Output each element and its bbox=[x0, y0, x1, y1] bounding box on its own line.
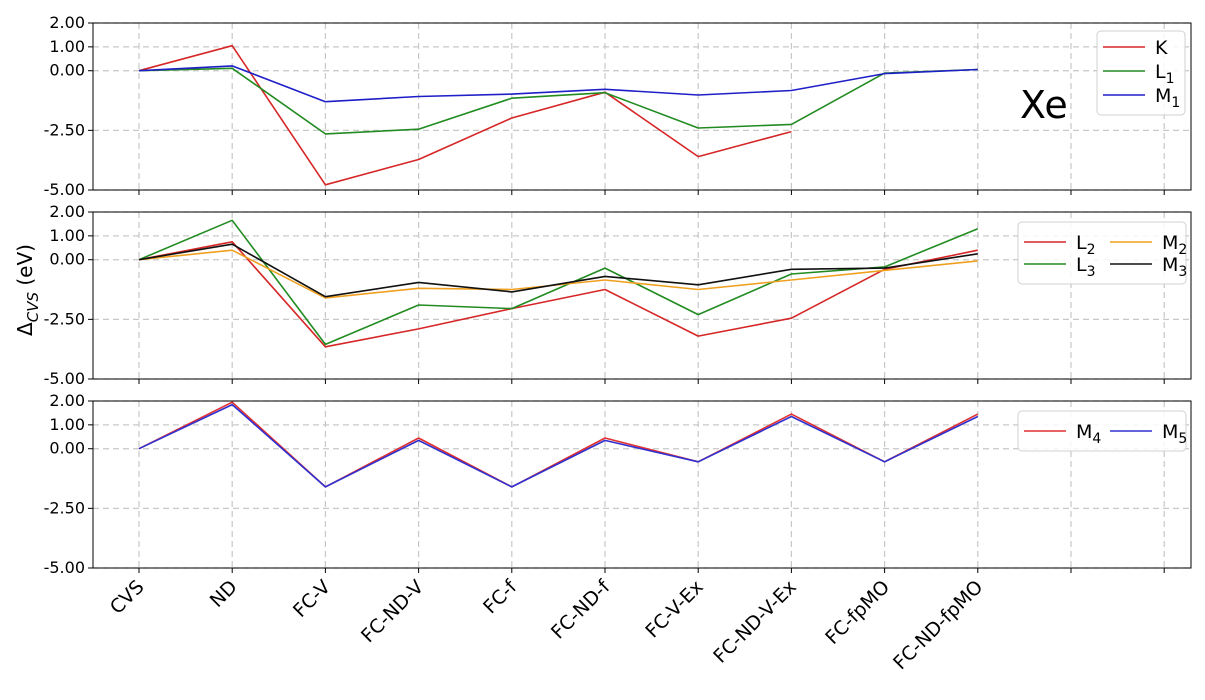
legend-box bbox=[1017, 410, 1187, 452]
series-line-M1 bbox=[138, 65, 978, 103]
x-tick-label: CVS bbox=[106, 576, 149, 619]
legend-label-M4: M4 bbox=[1076, 421, 1101, 447]
y-tick-label: 0.00 bbox=[49, 250, 85, 269]
plot-frame bbox=[92, 400, 1192, 569]
legend-label-M2: M2 bbox=[1162, 232, 1187, 258]
y-tick-label: -5.00 bbox=[44, 558, 85, 577]
y-tick-label: 1.00 bbox=[49, 226, 85, 245]
x-tick-label: FC-f bbox=[479, 575, 522, 618]
y-tick-label: 0.00 bbox=[49, 61, 85, 80]
legend-box bbox=[1096, 30, 1186, 116]
series-line-L2 bbox=[138, 241, 978, 348]
legend-label-L2: L2 bbox=[1076, 232, 1096, 258]
y-tick-label: 1.00 bbox=[49, 37, 85, 56]
series-line-M2 bbox=[138, 249, 978, 299]
y-tick-label: -2.50 bbox=[44, 498, 85, 517]
legend-label-M5: M5 bbox=[1162, 421, 1187, 447]
plot-frame bbox=[92, 22, 1192, 191]
legend-label-M3: M3 bbox=[1162, 254, 1187, 280]
series-line-K bbox=[138, 44, 792, 186]
y-tick-label: 2.00 bbox=[49, 13, 85, 32]
series-line-M4 bbox=[138, 401, 979, 488]
x-tick-label: FC-ND-f bbox=[547, 575, 615, 643]
x-tick-label: FC-V-Ex bbox=[641, 576, 707, 642]
y-tick-label: -5.00 bbox=[44, 180, 85, 199]
series-line-L3 bbox=[138, 219, 979, 346]
y-tick-label: 2.00 bbox=[49, 202, 85, 221]
panel-3: 2.00 1.00 0.00 -2.50 -5.00 M4 M5 bbox=[44, 391, 1192, 577]
y-tick-label: -2.50 bbox=[44, 309, 85, 328]
legend-label-M1: M1 bbox=[1155, 85, 1180, 111]
y-tick-label: -5.00 bbox=[44, 369, 85, 388]
x-tick-label: FC-fpMO bbox=[821, 576, 894, 649]
series-line-M3 bbox=[138, 243, 978, 298]
y-axis-label: ΔCVS (eV) bbox=[13, 244, 42, 336]
y-tick-label: 2.00 bbox=[49, 391, 85, 410]
y-tick-label: -2.50 bbox=[44, 120, 85, 139]
plot-frame bbox=[92, 211, 1192, 380]
y-tick-label: 1.00 bbox=[49, 415, 85, 434]
y-tick-label: 0.00 bbox=[49, 439, 85, 458]
legend-label-K: K bbox=[1155, 37, 1168, 59]
x-tick-label: FC-ND-V-Ex bbox=[709, 576, 801, 668]
x-tick-label: FC-V bbox=[289, 576, 335, 622]
legend-box bbox=[1017, 221, 1187, 285]
panel-annotation: Xe bbox=[1020, 83, 1068, 127]
x-tick-label: FC-ND-fpMO bbox=[889, 576, 987, 674]
series-line-M5 bbox=[138, 403, 979, 488]
legend-label-L3: L3 bbox=[1076, 254, 1096, 280]
legend-label-L1: L1 bbox=[1155, 61, 1175, 87]
x-tick-label: FC-ND-V bbox=[357, 576, 428, 647]
series-line-L1 bbox=[138, 67, 978, 135]
x-tick-label: ND bbox=[206, 576, 242, 612]
